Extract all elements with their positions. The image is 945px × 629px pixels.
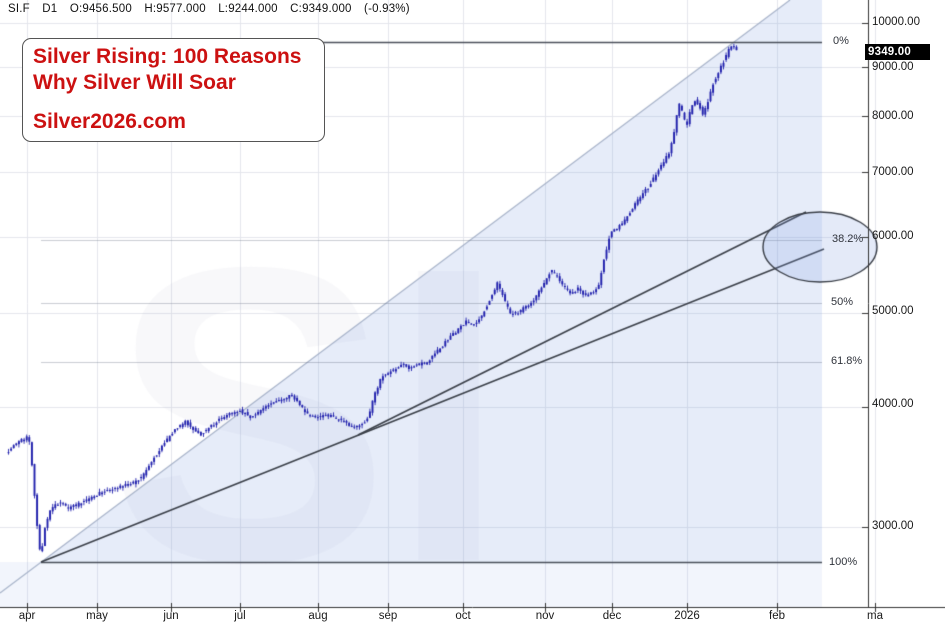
y-tick-6000: 6000.00 (872, 230, 914, 242)
low-value: L:9244.000 (218, 3, 278, 15)
x-tick-dec: dec (602, 610, 622, 622)
x-tick-oct: oct (455, 610, 471, 622)
x-tick-sep: sep (378, 610, 398, 622)
change-value: (-0.93%) (364, 3, 410, 15)
fib-label-38-2: 38.2% (832, 233, 864, 245)
y-tick-10000: 10000.00 (872, 16, 920, 28)
annotation-line2: Why Silver Will Soar (33, 70, 236, 94)
annotation-line1: Silver Rising: 100 Reasons (33, 45, 302, 68)
high-value: H:9577.000 (144, 3, 206, 15)
timeframe-label: D1 (42, 3, 58, 15)
x-tick-mar: ma (867, 610, 883, 622)
open-value: O:9456.500 (69, 3, 132, 15)
x-tick-apr: apr (18, 610, 36, 622)
fib-label-61-8: 61.8% (831, 355, 863, 367)
symbol-label: SI.F (8, 3, 30, 15)
fib-label-50: 50% (831, 296, 854, 308)
x-tick-aug: aug (308, 610, 328, 622)
y-tick-3000: 3000.00 (872, 520, 914, 532)
fib-label-100: 100% (829, 556, 858, 568)
y-tick-4000: 4000.00 (872, 398, 914, 410)
x-tick-feb: feb (769, 610, 785, 622)
fib-label-0: 0% (833, 35, 849, 47)
last-price-tag: 9349.00 (865, 44, 930, 60)
annotation-site: Silver2026.com (33, 110, 186, 134)
y-tick-8000: 8000.00 (872, 110, 914, 122)
y-tick-9000: 9000.00 (872, 61, 914, 73)
x-tick-jul: jul (234, 610, 246, 622)
annotation-box: Silver Rising: 100 Reasons Why Silver Wi… (22, 38, 325, 142)
x-tick-jun: jun (163, 610, 179, 622)
y-tick-7000: 7000.00 (872, 166, 914, 178)
ohlc-header: SI.F D1 O:9456.500 H:9577.000 L:9244.000… (8, 3, 419, 15)
x-tick-2026: 2026 (674, 610, 700, 622)
close-value: C:9349.000 (290, 3, 352, 15)
x-tick-may: may (86, 610, 108, 622)
x-tick-nov: nov (535, 610, 555, 622)
y-tick-5000: 5000.00 (872, 305, 914, 317)
